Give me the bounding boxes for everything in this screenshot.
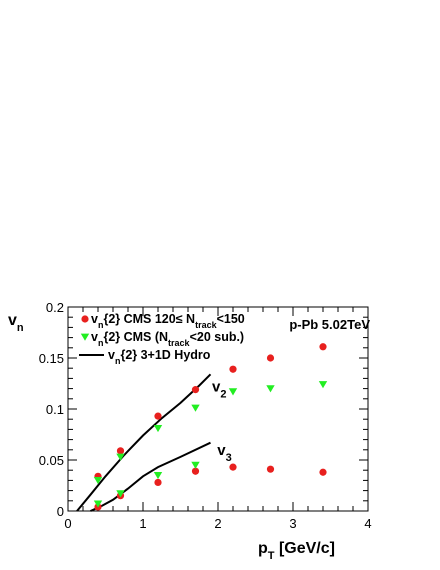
y-tick-label: 0.2 (46, 300, 64, 315)
data-point-circle (319, 343, 327, 351)
legend-marker (80, 333, 90, 341)
hydro-curve (90, 441, 211, 512)
y-tick-label: 0.05 (39, 453, 64, 468)
data-point-triangle (116, 490, 125, 498)
data-point-triangle (93, 500, 103, 508)
system-annotation: p-Pb 5.02TeV (289, 317, 370, 332)
data-point-triangle (153, 425, 163, 433)
data-point-circle (229, 463, 237, 471)
legend-marker (81, 315, 89, 323)
x-tick-label: 1 (139, 516, 146, 531)
data-point-circle (266, 354, 275, 362)
data-point-triangle (318, 381, 328, 389)
data-point-circle (191, 467, 200, 475)
data-point-circle (266, 465, 275, 473)
data-point-circle (319, 468, 327, 476)
x-axis-label: pT [GeV/c] (258, 540, 335, 562)
x-tick-label: 3 (289, 516, 296, 531)
data-points (93, 343, 328, 511)
data-point-triangle (266, 385, 275, 393)
hydro-curve (76, 373, 212, 512)
data-point-circle (116, 447, 125, 455)
data-point-triangle (116, 453, 125, 461)
data-point-circle (191, 386, 200, 394)
y-tick-label: 0.15 (39, 351, 64, 366)
tick-labels: 0 1 2 3 4 0 0.05 0.1 0.15 0.2 (39, 300, 372, 531)
x-tick-label: 4 (364, 516, 371, 531)
legend-label: vn{2} 3+1D Hydro (108, 348, 211, 366)
x-tick-label: 2 (214, 516, 221, 531)
data-point-circle (154, 478, 162, 487)
data-point-circle (229, 365, 237, 373)
axis-ticks (67, 306, 369, 512)
curve-label: v3 (217, 442, 231, 464)
x-tick-label: 0 (64, 516, 71, 531)
curve-label: v2 (212, 379, 226, 401)
data-point-triangle (191, 461, 200, 469)
axis-labels: pT [GeV/c] vn (8, 312, 335, 562)
data-point-triangle (228, 388, 238, 396)
data-point-triangle (191, 404, 200, 412)
data-point-triangle (153, 471, 163, 480)
legend-label: vn{2} CMS 120≤ Ntrack<150 (91, 312, 245, 330)
data-point-circle (154, 412, 162, 420)
legend-label: vn{2} CMS (Ntrack<20 sub.) (91, 330, 244, 348)
y-tick-label: 0.1 (46, 402, 64, 417)
y-tick-label: 0 (57, 504, 64, 519)
y-axis-label: vn (8, 312, 24, 334)
curve-labels: v2 v3 (212, 379, 232, 464)
model-curves (76, 373, 212, 512)
data-point-triangle (93, 477, 103, 485)
